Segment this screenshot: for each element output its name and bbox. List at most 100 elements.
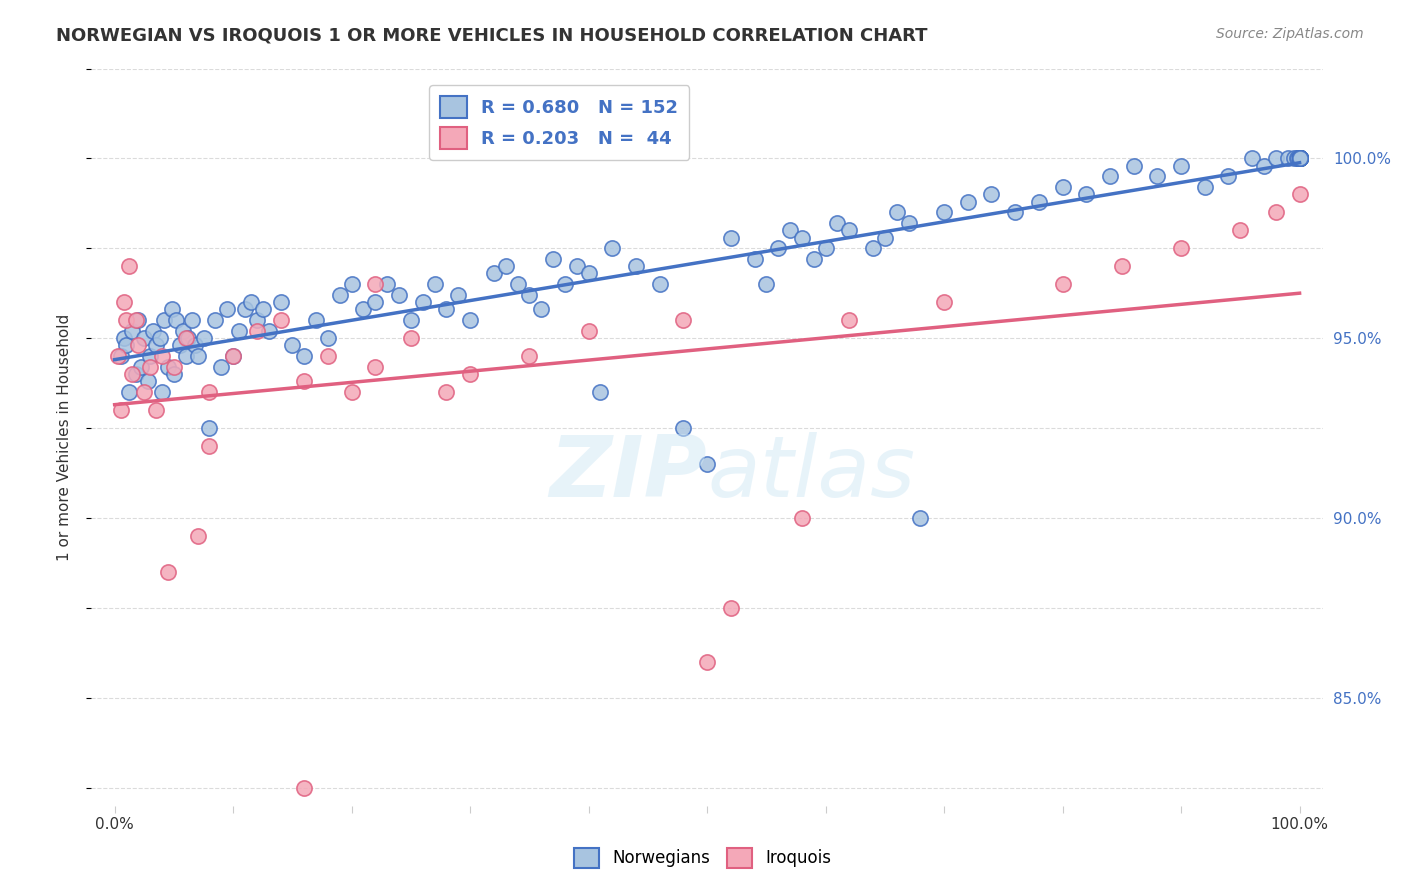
Point bbox=[134, 385, 156, 400]
Point bbox=[1028, 194, 1050, 209]
Point bbox=[506, 277, 529, 292]
Point bbox=[217, 302, 239, 317]
Point bbox=[1146, 169, 1168, 184]
Point bbox=[193, 331, 215, 345]
Point bbox=[932, 205, 955, 219]
Text: atlas: atlas bbox=[707, 433, 915, 516]
Point bbox=[1052, 277, 1074, 292]
Point bbox=[121, 367, 143, 381]
Point bbox=[720, 230, 742, 244]
Point bbox=[1288, 152, 1310, 166]
Point bbox=[1288, 152, 1310, 166]
Point bbox=[1277, 152, 1299, 166]
Point bbox=[495, 260, 517, 274]
Point bbox=[458, 367, 481, 381]
Point bbox=[270, 313, 292, 327]
Point bbox=[932, 295, 955, 310]
Point bbox=[886, 205, 908, 219]
Point bbox=[910, 511, 932, 525]
Point bbox=[1288, 152, 1310, 166]
Point bbox=[292, 349, 315, 363]
Point bbox=[141, 324, 163, 338]
Point bbox=[127, 313, 149, 327]
Point bbox=[153, 313, 176, 327]
Point bbox=[1170, 241, 1192, 255]
Point bbox=[1288, 152, 1310, 166]
Point bbox=[1288, 152, 1310, 166]
Point bbox=[399, 313, 422, 327]
Point bbox=[696, 655, 718, 669]
Point bbox=[1170, 159, 1192, 173]
Point bbox=[578, 324, 600, 338]
Point bbox=[110, 349, 132, 363]
Point bbox=[672, 421, 695, 435]
Point bbox=[447, 288, 470, 302]
Point bbox=[1288, 152, 1310, 166]
Point bbox=[340, 277, 363, 292]
Point bbox=[1286, 152, 1309, 166]
Point bbox=[198, 421, 221, 435]
Point bbox=[838, 313, 860, 327]
Point bbox=[482, 267, 505, 281]
Point bbox=[1288, 152, 1310, 166]
Point bbox=[115, 313, 138, 327]
Point bbox=[519, 349, 541, 363]
Point bbox=[340, 385, 363, 400]
Point bbox=[1288, 152, 1310, 166]
Point bbox=[134, 331, 156, 345]
Point bbox=[184, 338, 207, 352]
Point bbox=[107, 349, 129, 363]
Point bbox=[720, 600, 742, 615]
Point bbox=[1288, 152, 1310, 166]
Point bbox=[1004, 205, 1026, 219]
Text: Source: ZipAtlas.com: Source: ZipAtlas.com bbox=[1216, 27, 1364, 41]
Point bbox=[292, 780, 315, 795]
Point bbox=[1288, 152, 1310, 166]
Point bbox=[838, 223, 860, 237]
Point bbox=[565, 260, 588, 274]
Point bbox=[233, 302, 256, 317]
Point bbox=[1288, 152, 1310, 166]
Point bbox=[292, 374, 315, 388]
Point bbox=[1288, 152, 1310, 166]
Point bbox=[145, 338, 167, 352]
Point bbox=[1288, 152, 1310, 166]
Point bbox=[1288, 152, 1310, 166]
Point bbox=[1076, 187, 1098, 202]
Point bbox=[1288, 152, 1310, 166]
Point bbox=[1288, 152, 1310, 166]
Point bbox=[600, 241, 623, 255]
Point bbox=[156, 565, 179, 579]
Point bbox=[766, 241, 789, 255]
Point bbox=[1052, 180, 1074, 194]
Point bbox=[252, 302, 274, 317]
Point bbox=[139, 359, 162, 374]
Point bbox=[246, 313, 269, 327]
Point bbox=[423, 277, 446, 292]
Point bbox=[1288, 187, 1310, 202]
Point bbox=[1288, 152, 1310, 166]
Point bbox=[156, 359, 179, 374]
Point bbox=[172, 324, 194, 338]
Point bbox=[145, 403, 167, 417]
Point bbox=[1288, 152, 1310, 166]
Point bbox=[436, 385, 458, 400]
Point bbox=[956, 194, 979, 209]
Point bbox=[353, 302, 375, 317]
Point bbox=[364, 359, 387, 374]
Point bbox=[305, 313, 328, 327]
Point bbox=[755, 277, 778, 292]
Point bbox=[1241, 152, 1264, 166]
Point bbox=[1288, 152, 1310, 166]
Point bbox=[139, 349, 162, 363]
Point bbox=[163, 359, 186, 374]
Point bbox=[316, 349, 339, 363]
Point bbox=[578, 267, 600, 281]
Point bbox=[1288, 152, 1310, 166]
Point bbox=[624, 260, 647, 274]
Point bbox=[281, 338, 304, 352]
Point bbox=[165, 313, 187, 327]
Point bbox=[187, 349, 209, 363]
Point bbox=[187, 529, 209, 543]
Point bbox=[1122, 159, 1144, 173]
